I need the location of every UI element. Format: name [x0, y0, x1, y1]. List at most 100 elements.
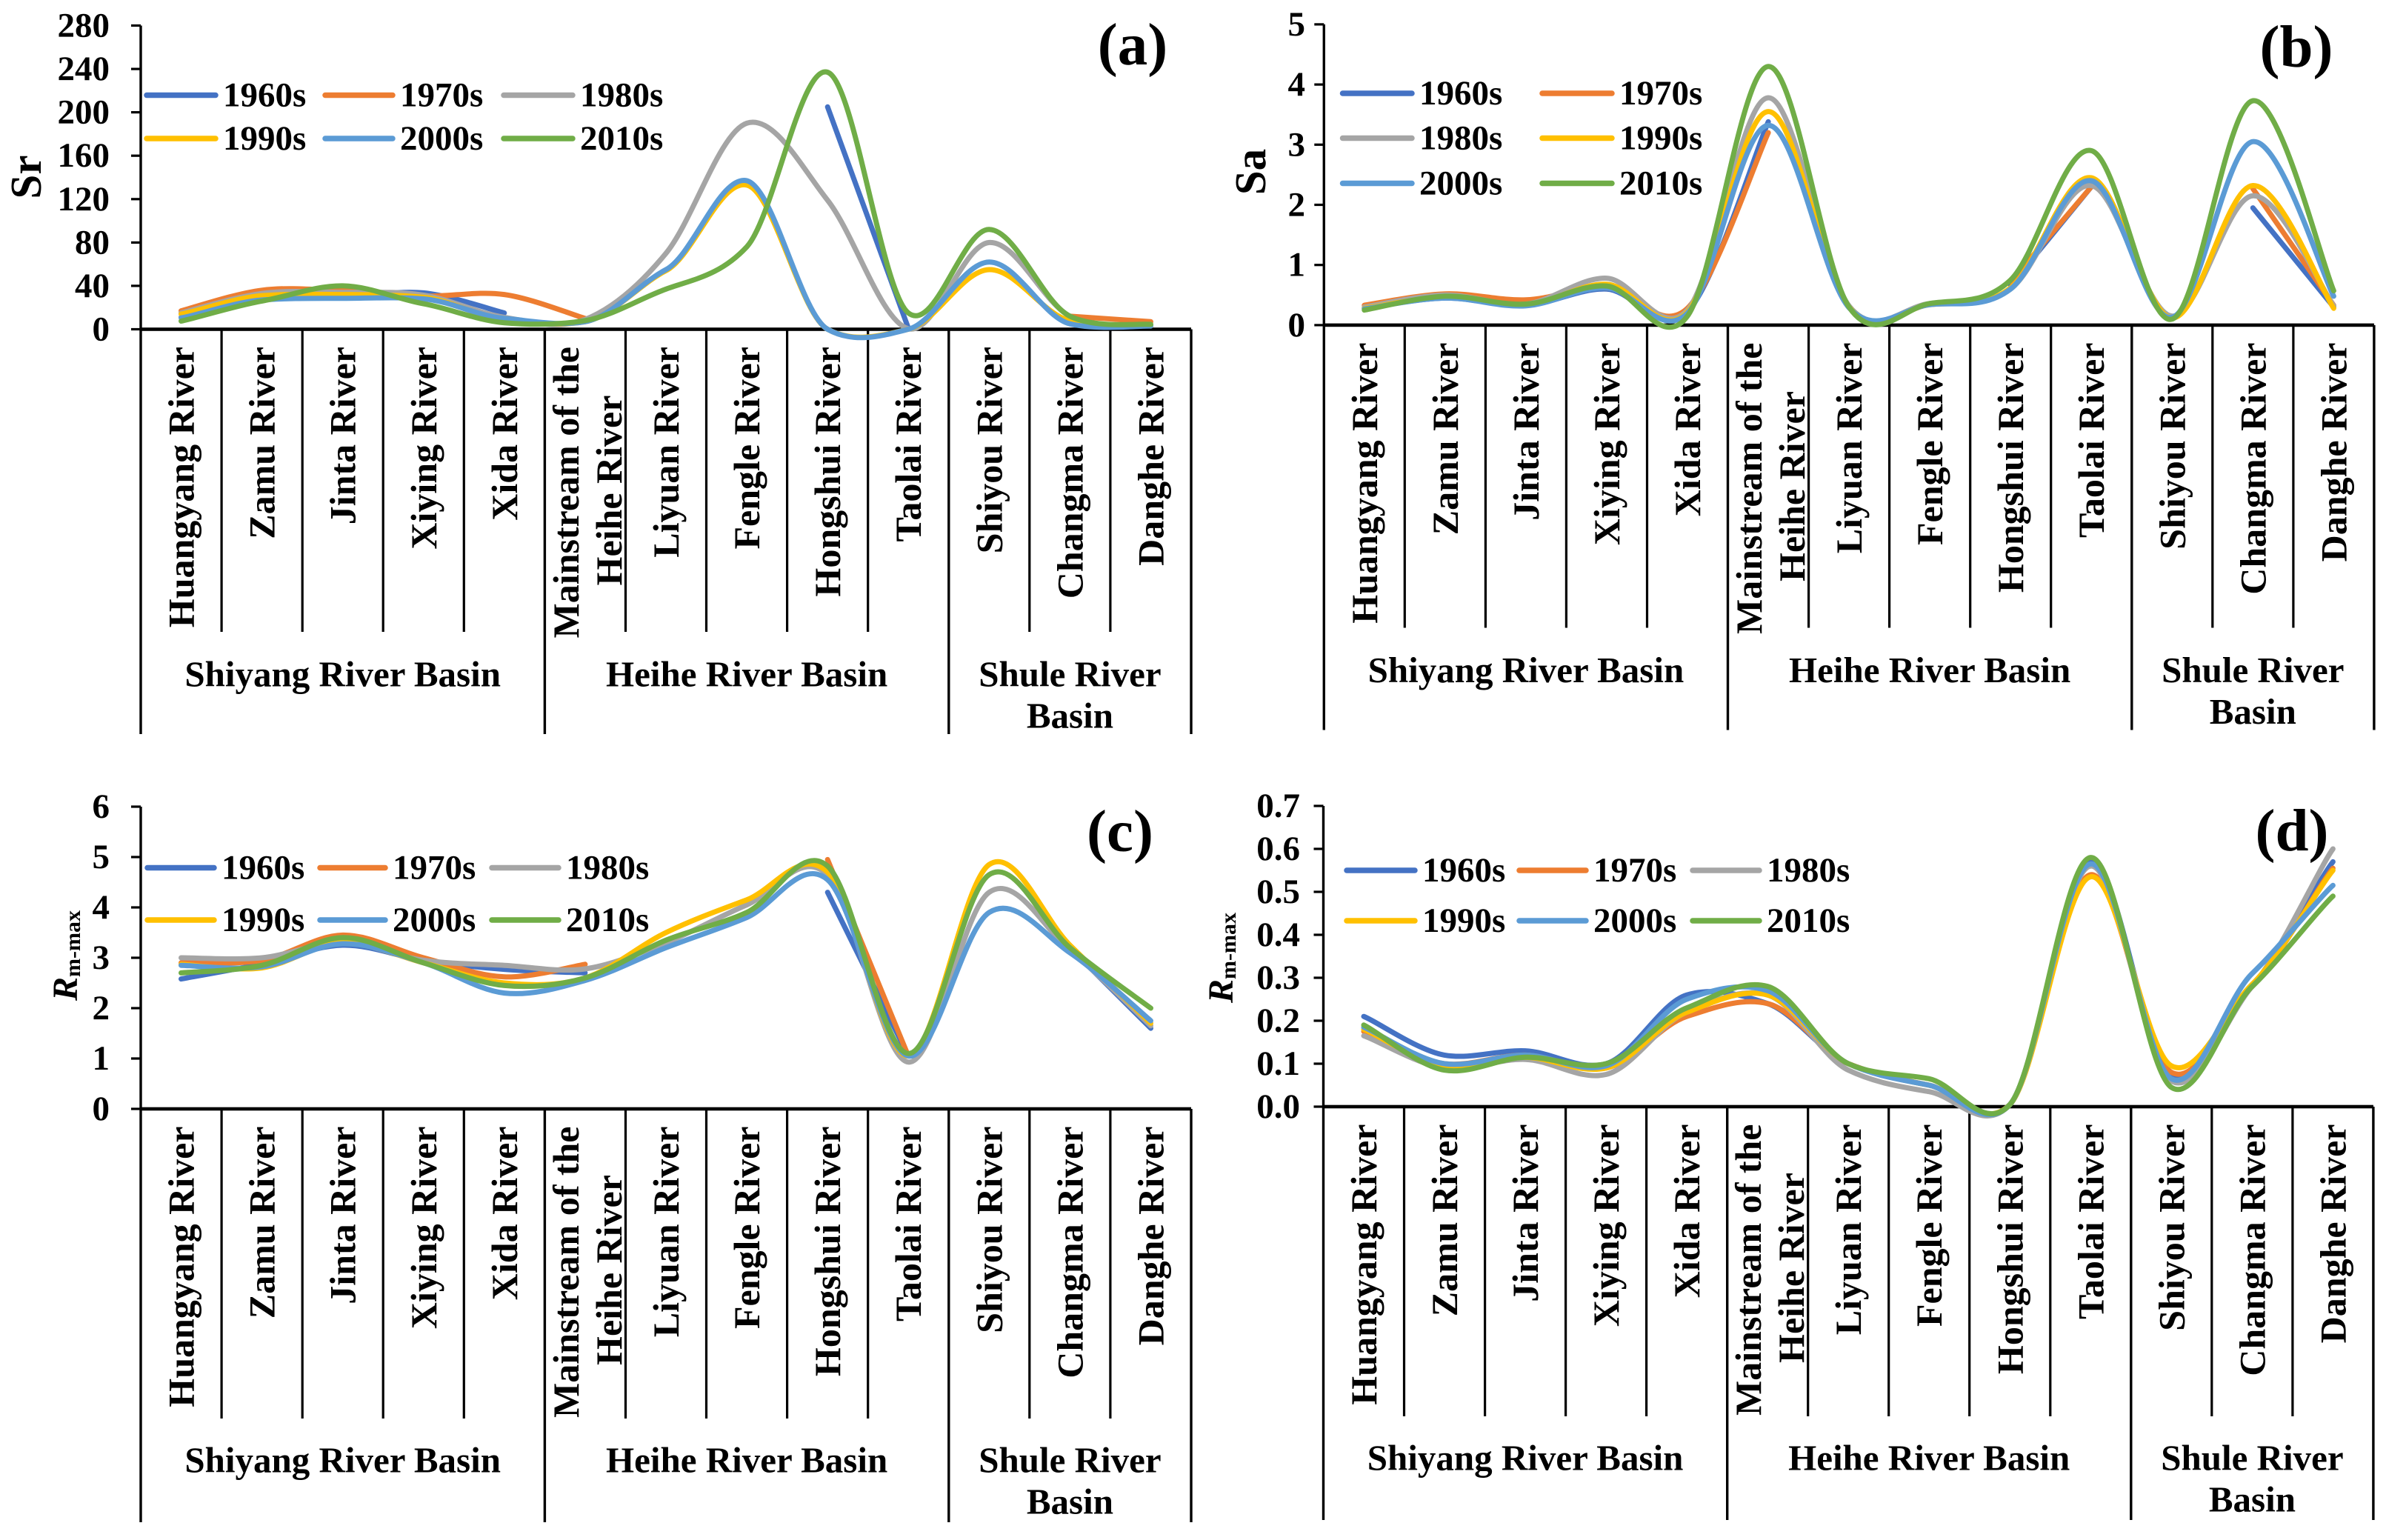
svg-text:Basin: Basin: [1027, 696, 1113, 736]
svg-text:240: 240: [58, 50, 110, 88]
svg-text:Shiyou River: Shiyou River: [968, 1127, 1010, 1333]
svg-text:Sa: Sa: [1226, 149, 1275, 195]
svg-text:2000s: 2000s: [1593, 901, 1676, 940]
svg-text:1990s: 1990s: [1619, 119, 1702, 158]
svg-text:Jinta River: Jinta River: [1505, 343, 1547, 521]
svg-text:2000s: 2000s: [400, 119, 483, 158]
svg-text:Heihe River Basin: Heihe River Basin: [606, 654, 887, 695]
svg-text:Heihe River Basin: Heihe River Basin: [1789, 650, 2070, 690]
svg-text:Taolai River: Taolai River: [2070, 343, 2112, 538]
svg-text:Liyuan River: Liyuan River: [1827, 1124, 1869, 1336]
svg-text:Fengle River: Fengle River: [726, 347, 767, 550]
svg-text:0.3: 0.3: [1256, 959, 1300, 997]
svg-text:5: 5: [1288, 5, 1306, 44]
svg-text:Xida River: Xida River: [1667, 343, 1708, 517]
svg-text:Mainstream of the: Mainstream of the: [545, 1127, 587, 1418]
svg-text:1960s: 1960s: [1419, 74, 1502, 113]
svg-text:0.7: 0.7: [1256, 787, 1300, 825]
svg-text:Changma River: Changma River: [2231, 1124, 2273, 1376]
svg-text:Zamu River: Zamu River: [241, 347, 283, 539]
svg-text:Xiying River: Xiying River: [403, 1127, 444, 1330]
svg-text:Taolai River: Taolai River: [887, 1127, 929, 1321]
svg-text:4: 4: [93, 888, 110, 927]
svg-text:Xiying River: Xiying River: [1586, 343, 1627, 546]
svg-text:200: 200: [58, 93, 110, 132]
svg-text:(b): (b): [2260, 13, 2333, 80]
svg-text:Xida River: Xida River: [484, 347, 525, 521]
svg-text:Huangyang River: Huangyang River: [1343, 1124, 1384, 1405]
svg-text:0.5: 0.5: [1256, 873, 1300, 911]
svg-text:1970s: 1970s: [400, 76, 483, 115]
svg-text:1990s: 1990s: [1422, 901, 1505, 940]
svg-text:1: 1: [1288, 246, 1306, 284]
svg-text:120: 120: [58, 180, 110, 219]
svg-text:2010s: 2010s: [1619, 164, 1702, 203]
svg-text:Taolai River: Taolai River: [887, 347, 929, 541]
svg-text:Basin: Basin: [1027, 1481, 1113, 1522]
svg-text:Taolai River: Taolai River: [2070, 1124, 2111, 1319]
svg-text:0.0: 0.0: [1256, 1087, 1300, 1126]
svg-text:Shule River: Shule River: [2162, 650, 2344, 690]
svg-text:2010s: 2010s: [580, 119, 663, 158]
svg-text:Hongshui River: Hongshui River: [807, 347, 848, 597]
svg-text:Heihe River: Heihe River: [1770, 1173, 1812, 1363]
svg-text:Rm-max: Rm-max: [1202, 913, 1241, 1004]
svg-text:Fengle River: Fengle River: [1909, 343, 1950, 546]
svg-text:Basin: Basin: [2209, 1479, 2296, 1520]
svg-text:Heihe River: Heihe River: [588, 1175, 630, 1365]
svg-text:Xiying River: Xiying River: [1585, 1124, 1627, 1327]
svg-text:Changma River: Changma River: [1049, 347, 1090, 599]
svg-text:2000s: 2000s: [393, 901, 476, 939]
svg-text:Huangyang River: Huangyang River: [1344, 343, 1385, 624]
svg-text:1: 1: [93, 1039, 110, 1078]
svg-text:1960s: 1960s: [223, 76, 306, 115]
svg-text:Danghe River: Danghe River: [1130, 1127, 1172, 1346]
svg-text:Danghe River: Danghe River: [2312, 1124, 2353, 1344]
svg-text:280: 280: [58, 7, 110, 45]
svg-text:1970s: 1970s: [1593, 851, 1676, 890]
svg-text:0.6: 0.6: [1256, 830, 1300, 868]
svg-text:Heihe River Basin: Heihe River Basin: [1788, 1438, 2070, 1479]
svg-text:1980s: 1980s: [580, 76, 663, 115]
svg-text:Xida River: Xida River: [484, 1127, 525, 1301]
svg-text:4: 4: [1288, 65, 1306, 104]
svg-text:Changma River: Changma River: [2232, 343, 2273, 595]
svg-text:Shiyang River Basin: Shiyang River Basin: [184, 654, 501, 695]
svg-text:3: 3: [93, 939, 110, 977]
svg-text:1970s: 1970s: [393, 849, 476, 887]
svg-text:1990s: 1990s: [221, 901, 304, 939]
svg-text:6: 6: [93, 787, 110, 826]
svg-text:Zamu River: Zamu River: [241, 1127, 283, 1319]
svg-text:160: 160: [58, 136, 110, 175]
svg-text:80: 80: [75, 223, 110, 261]
svg-text:Jinta River: Jinta River: [322, 1127, 364, 1304]
svg-text:Liyuan River: Liyuan River: [1828, 343, 1870, 554]
svg-text:Basin: Basin: [2210, 691, 2296, 732]
svg-text:1980s: 1980s: [1419, 119, 1502, 158]
svg-text:1960s: 1960s: [221, 849, 304, 887]
svg-text:Heihe River: Heihe River: [588, 396, 630, 586]
svg-text:Shiyou River: Shiyou River: [2151, 343, 2193, 550]
svg-text:Hongshui River: Hongshui River: [1989, 1124, 2030, 1375]
svg-text:Xida River: Xida River: [1666, 1124, 1707, 1299]
svg-text:Shiyou River: Shiyou River: [968, 347, 1010, 553]
svg-text:Xiying River: Xiying River: [403, 347, 444, 550]
svg-text:Huangyang River: Huangyang River: [161, 347, 202, 627]
svg-text:1990s: 1990s: [223, 119, 306, 158]
svg-text:Shiyang River Basin: Shiyang River Basin: [1368, 650, 1684, 690]
svg-text:0.1: 0.1: [1256, 1044, 1300, 1083]
svg-text:Mainstream of the: Mainstream of the: [545, 347, 587, 638]
svg-text:0: 0: [93, 310, 110, 349]
svg-text:Huangyang River: Huangyang River: [161, 1127, 202, 1407]
svg-text:Liyuan River: Liyuan River: [645, 1127, 687, 1338]
svg-text:1970s: 1970s: [1619, 74, 1702, 113]
svg-text:5: 5: [93, 838, 110, 876]
svg-text:(d): (d): [2256, 797, 2329, 864]
svg-text:Shiyou River: Shiyou River: [2150, 1124, 2192, 1331]
svg-text:Hongshui River: Hongshui River: [1990, 343, 2031, 593]
svg-text:0: 0: [1288, 306, 1306, 344]
svg-text:Rm-max: Rm-max: [46, 910, 85, 1001]
svg-text:Jinta River: Jinta River: [322, 347, 364, 524]
svg-text:Shiyang River Basin: Shiyang River Basin: [1367, 1438, 1684, 1479]
svg-text:Shule River: Shule River: [2161, 1438, 2343, 1479]
